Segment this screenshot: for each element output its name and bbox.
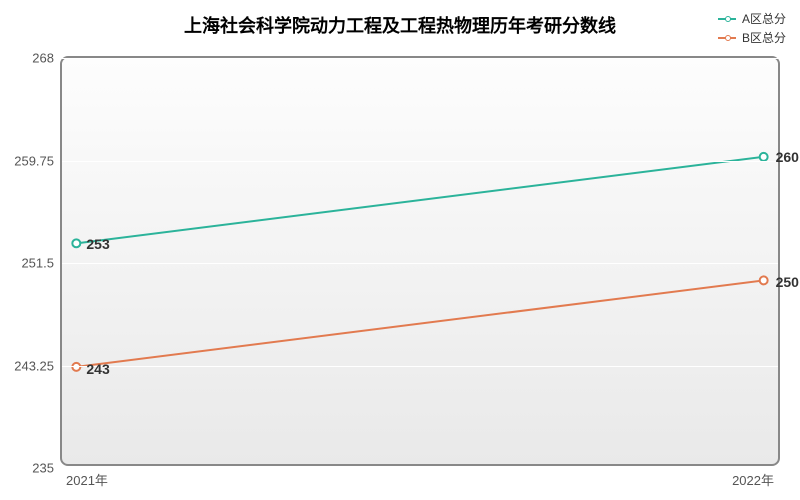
gridline	[62, 58, 778, 59]
legend-swatch-a	[718, 18, 736, 20]
chart-container: 上海社会科学院动力工程及工程热物理历年考研分数线 A区总分 B区总分 23524…	[0, 0, 800, 500]
lines-svg	[62, 58, 778, 466]
gridline	[62, 161, 778, 162]
gridline	[62, 263, 778, 264]
gridline	[62, 366, 778, 367]
value-label: 250	[776, 274, 799, 290]
x-tick-label: 2021年	[66, 464, 108, 489]
y-tick-label: 268	[32, 51, 62, 66]
x-tick-label: 2022年	[732, 464, 774, 489]
series-line	[76, 157, 763, 243]
y-tick-label: 259.75	[14, 153, 62, 168]
y-tick-label: 251.5	[21, 256, 62, 271]
plot-area: 235243.25251.5259.752682021年2022年2532602…	[60, 56, 780, 466]
series-line	[76, 280, 763, 366]
y-tick-label: 235	[32, 461, 62, 476]
value-label: 253	[86, 236, 109, 252]
legend-swatch-b	[718, 37, 736, 39]
point-marker	[72, 363, 80, 371]
legend-item: B区总分	[718, 29, 786, 46]
value-label: 243	[86, 361, 109, 377]
y-tick-label: 243.25	[14, 358, 62, 373]
legend-label: B区总分	[742, 29, 786, 46]
chart-title: 上海社会科学院动力工程及工程热物理历年考研分数线	[0, 12, 800, 38]
point-marker	[72, 239, 80, 247]
value-label: 260	[776, 149, 799, 165]
legend: A区总分 B区总分	[718, 10, 786, 48]
point-marker	[760, 276, 768, 284]
legend-item: A区总分	[718, 10, 786, 27]
legend-label: A区总分	[742, 10, 786, 27]
